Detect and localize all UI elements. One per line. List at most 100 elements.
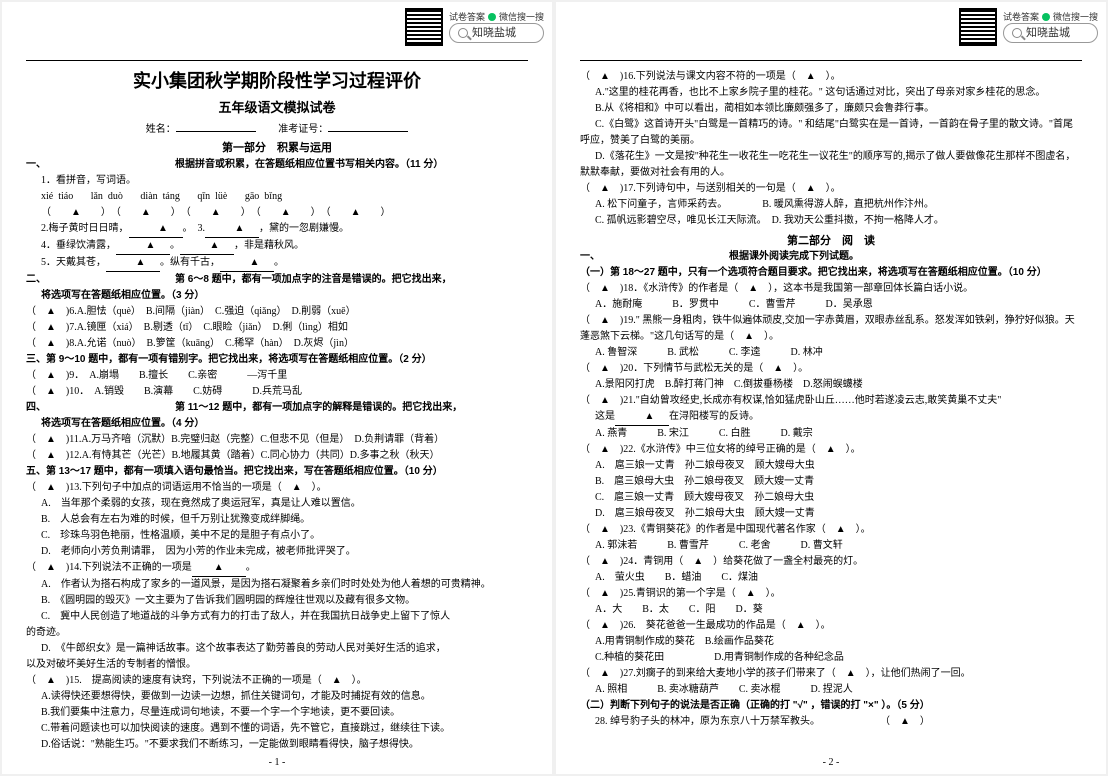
header-labels: 试卷答案 微信搜一搜 知晓盐城 — [1003, 11, 1098, 43]
q11: （ ▲ )11.A.万马齐喑（沉默）B.完璧归赵（完整）C.但悲不见（但是） D… — [26, 432, 528, 448]
qr-code-icon — [405, 8, 443, 46]
pinyin-row: xié tiáo lǎn duò diàn táng qīn lüè gāo b… — [26, 189, 528, 205]
q15b: B.我们要集中注意力，尽量连成词句地读，不要一个字一个字地读，更不要回读。 — [26, 705, 528, 721]
q13c: C. 珍珠鸟羽色艳丽，性格温顺，美中不足的是胆子有点小了。 — [26, 528, 528, 544]
q5b: 。纵有千古， — [160, 257, 220, 268]
q18: （ ▲ )18．《水浒传》的作者是（ ▲ ），这本书是我国第一部章回体长篇白话小… — [580, 281, 1082, 297]
q13b: B. 人总会有左右为难的时候，但千万别让犹豫变成绊脚绳。 — [26, 512, 528, 528]
q13d: D. 老师向小芳负荆请罪， 因为小芳的作业未完成，被老师批评哭了。 — [26, 544, 528, 560]
q23: （ ▲ )23.《青铜葵花》的作者是中国现代著名作家（ ▲ ）。 — [580, 522, 1082, 538]
sec4-instr2: 将选项写在答题纸相应位置。（4 分） — [26, 416, 528, 432]
q15: （ ▲ )15. 提高阅读的速度有诀窍，下列说法不正确的一项是（ ▲ ）。 — [26, 673, 528, 689]
header-labels: 试卷答案 微信搜一搜 知晓盐城 — [449, 11, 544, 43]
q21b: 这是 — [595, 411, 615, 422]
q17a: A. 松下问童子，言师采药去。 B. 暖风熏得游人醉，直把杭州作汴州。 — [580, 197, 1082, 213]
search-text: 知晓盐城 — [1026, 27, 1070, 39]
page-number: - 2 - — [556, 757, 1106, 768]
q25: （ ▲ )25.青铜识的第一个字是（ ▲ ）。 — [580, 586, 1082, 602]
blank — [106, 255, 160, 272]
q17: （ ▲ )17.下列诗句中，与送别相关的一句是（ ▲ ）。 — [580, 181, 1082, 197]
q20: （ ▲ )20．下列情节与武松无关的是（ ▲ ）。 — [580, 361, 1082, 377]
q19: （ ▲ )19." 黑熊一身粗肉，铁牛似遍体顽皮,交加一字赤黄眉，双眼赤丝乱系。… — [580, 313, 1082, 345]
blank — [220, 255, 274, 272]
sec2-instr2: 将选项写在答题纸相应位置。（3 分） — [26, 288, 528, 304]
q22: （ ▲ )22.《水浒传》中三位女将的绰号正确的是（ ▲ ）。 — [580, 442, 1082, 458]
q13: （ ▲ )13.下列句子中加点的词语运用不恰当的一项是（ ▲ ）。 — [26, 480, 528, 496]
q22c: C. 扈三娘一丈青 顾大嫂母夜叉 孙二娘母大虫 — [580, 490, 1082, 506]
q19o: A. 鲁智深 B. 武松 C. 李逵 D. 林冲 — [580, 345, 1082, 361]
q15c: C.带着问题读也可以加快阅读的速度。遇到不懂的词语，先不管它，直接跳过，继续往下… — [26, 721, 528, 737]
q14c2: 的奇迹。 — [26, 625, 528, 641]
blank — [192, 560, 246, 577]
id-label: 准考证号： — [278, 124, 328, 135]
q5: 5．天戴其苍， — [41, 257, 106, 268]
part2-instr: 根据课外阅读完成下列试题。 — [729, 251, 859, 262]
label-top: 试卷答案 — [449, 11, 485, 23]
q20o: A.景阳冈打虎 B.醉打蒋门神 C.倒拔垂杨楼 D.怒闹蜈蠛楼 — [580, 377, 1082, 393]
q24: （ ▲ )24．青铜用（ ▲ ）给葵花做了一盏全村最亮的灯。 — [580, 554, 1082, 570]
bracket-row: （ ▲ ） （ ▲ ） （ ▲ ） （ ▲ ） （ ▲ ） — [26, 205, 528, 221]
search-text: 知晓盐城 — [472, 27, 516, 39]
page-2: 试卷答案 微信搜一搜 知晓盐城 （ ▲ )16.下列说法与课文内容不符的一项是（ … — [556, 2, 1106, 774]
q9: （ ▲ )9． A.崩塌 B.擅长 C.亲密 —泻千里 — [26, 368, 528, 384]
search-icon — [1012, 28, 1022, 38]
sec4-instr: 第 11～12 题中，都有一项加点字的解释是错误的。把它找出来， — [175, 402, 462, 413]
q14c: C. 冀中人民创造了地道战的斗争方式有力的打击了敌人，并在我国抗日战争史上留下了… — [26, 609, 528, 625]
q14: （ ▲ )14.下列说法不正确的一项是 — [26, 562, 192, 573]
q16c: C.《白鹭》这首诗开头"白鹭是一首精巧的诗。" 和结尾"白鹭实在是一首诗，一首韵… — [580, 117, 1082, 149]
q22b: B. 扈三娘母大虫 孙二娘母夜叉 顾大嫂一丈青 — [580, 474, 1082, 490]
sec1-label: 一、 — [26, 157, 50, 173]
part2-header: 第二部分 阅 读 — [580, 233, 1082, 249]
sec3: 三、第 9～10 题中，都有一项有错别字。把它找出来，将选项写在答题纸相应位置。… — [26, 352, 528, 368]
q21: （ ▲ )21."自幼曾攻经史,长成亦有权谋,恰如猛虎卧山丘……他时若遂凌云志,… — [580, 393, 1082, 409]
sec2-instr: 第 6～8 题中，都有一项加点字的注音是错误的。把它找出来， — [175, 274, 452, 285]
label-sub: 微信搜一搜 — [499, 11, 544, 23]
q24o: A. 萤火虫 B．蜡油 C．煤油 — [580, 570, 1082, 586]
q18o: A．施耐庵 B．罗贯中 C．曹雪芹 D．吴承恩 — [580, 297, 1082, 313]
q27: （ ▲ )27.刘瘸子的到来给大麦地小学的孩子们带来了（ ▲ ），让他们热闹了一… — [580, 666, 1082, 682]
sec4-label: 四、 — [26, 400, 50, 416]
top-divider — [26, 60, 528, 61]
q14d: D. 《牛郎织女》是一篇神话故事。这个故事表达了勤劳善良的劳动人民对美好生活的追… — [26, 641, 528, 657]
q1: 1．看拼音，写词语。 — [26, 173, 528, 189]
q26o2: C.种植的葵花田 D.用青铜制作成的各种纪念品 — [580, 650, 1082, 666]
q17b: C. 孤帆远影碧空尽，唯见长江天际流。 D. 我劝天公重抖擞，不拘一格降人才。 — [580, 213, 1082, 229]
part1-instr: 根据拼音或积累，在答题纸相应位置书写相关内容。（11 分） — [175, 159, 443, 170]
wechat-dot-icon — [488, 13, 496, 21]
sec2-label: 二、 — [26, 272, 50, 288]
search-pill[interactable]: 知晓盐城 — [449, 23, 544, 43]
q16a: A."这里的桂花再香，也比不上家乡院子里的桂花。" 这句话通过对比，突出了母亲对… — [580, 85, 1082, 101]
top-divider — [580, 60, 1082, 61]
q15a: A.读得快还要想得快，要做到一边读一边想，抓住关键词句，才能及时捕捉有效的信息。 — [26, 689, 528, 705]
qr-code-icon — [959, 8, 997, 46]
q26o: A.用青铜制作成的葵花 B.绘画作品葵花 — [580, 634, 1082, 650]
sub-title: 五年级语文模拟试卷 — [26, 97, 528, 116]
q16d: D.《落花生》一文是按"种花生一收花生一吃花生一议花生"的顺序写的,揭示了做人要… — [580, 149, 1082, 181]
q22a: A. 扈三娘一丈青 孙二娘母夜叉 顾大嫂母大虫 — [580, 458, 1082, 474]
label-sub: 微信搜一搜 — [1053, 11, 1098, 23]
q2b: ，黛的一忽剧嫌慢。 — [259, 223, 349, 234]
q26: （ ▲ )26. 葵花爸爸一生最成功的作品是（ ▲ ）。 — [580, 618, 1082, 634]
q8: （ ▲ )8.A.允诺（nuò） B.箩筐（kuāng） C.稀罕（hàn） D… — [26, 336, 528, 352]
sub2: （二）判断下列句子的说法是否正确（正确的打 "√" ，错误的打 "×" ）。（5… — [580, 698, 1082, 714]
label-top: 试卷答案 — [1003, 11, 1039, 23]
q2: 2.梅子黄时日日晴， — [41, 223, 129, 234]
sub1: （一）第 18～27 题中，只有一个选项符合题目要求。把它找出来，将选项写在答题… — [580, 265, 1082, 281]
name-blank — [176, 121, 256, 132]
q7: （ ▲ )7.A.镜匣（xiá） B.剔透（tī） C.眼睑（jiǎn） D.俐… — [26, 320, 528, 336]
page-number: - 1 - — [2, 757, 552, 768]
page-1: 试卷答案微信搜一搜 知晓盐城 实小集团秋学期阶段性学习过程评价 五年级语文模拟试… — [2, 2, 552, 774]
q14a: A. 作者认为搭石构成了家乡的一道风景，是因为搭石凝聚着乡亲们时时处处为他人着想… — [26, 577, 528, 593]
q16: （ ▲ )16.下列说法与课文内容不符的一项是（ ▲ ）。 — [580, 69, 1082, 85]
q25o: A．大 B．太 C．阳 D．葵 — [580, 602, 1082, 618]
header-bar: 试卷答案 微信搜一搜 知晓盐城 — [959, 8, 1098, 46]
search-pill[interactable]: 知晓盐城 — [1003, 23, 1098, 43]
q12: （ ▲ )12.A.有恃其芒（光芒）B.地履其黄（踏着）C.同心协力（共同）D.… — [26, 448, 528, 464]
q3: 3. — [198, 223, 206, 234]
part1-header: 第一部分 积累与运用 — [26, 139, 528, 155]
q10: （ ▲ )10． A.销毁 B.演幕 C.妨碍 D.兵荒马乱 — [26, 384, 528, 400]
header-bar: 试卷答案 微信搜一搜 知晓盐城 — [405, 8, 544, 46]
q23o: A. 郭沫若 B. 曹雪芹 C. 老舍 D. 曹文轩 — [580, 538, 1082, 554]
q15d: D.俗话说："熟能生巧。"不要求我们不断练习，一定能做到眼睛看得快，脑子想得快。 — [26, 737, 528, 753]
id-blank — [328, 121, 408, 132]
